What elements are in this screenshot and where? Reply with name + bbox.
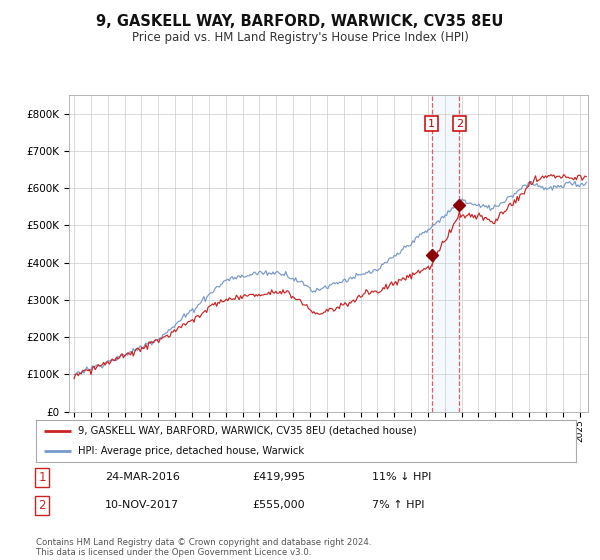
Text: 11% ↓ HPI: 11% ↓ HPI xyxy=(372,472,431,482)
Text: 9, GASKELL WAY, BARFORD, WARWICK, CV35 8EU (detached house): 9, GASKELL WAY, BARFORD, WARWICK, CV35 8… xyxy=(78,426,417,436)
Text: 9, GASKELL WAY, BARFORD, WARWICK, CV35 8EU: 9, GASKELL WAY, BARFORD, WARWICK, CV35 8… xyxy=(97,14,503,29)
Bar xyxy=(431,95,459,412)
Text: HPI: Average price, detached house, Warwick: HPI: Average price, detached house, Warw… xyxy=(78,446,304,456)
Text: 24-MAR-2016: 24-MAR-2016 xyxy=(105,472,180,482)
Text: 2: 2 xyxy=(455,119,463,129)
Text: 10-NOV-2017: 10-NOV-2017 xyxy=(105,500,179,510)
Text: 7% ↑ HPI: 7% ↑ HPI xyxy=(372,500,425,510)
Text: £419,995: £419,995 xyxy=(252,472,305,482)
Text: 1: 1 xyxy=(38,470,46,484)
Text: Price paid vs. HM Land Registry's House Price Index (HPI): Price paid vs. HM Land Registry's House … xyxy=(131,31,469,44)
Text: £555,000: £555,000 xyxy=(252,500,305,510)
Text: Contains HM Land Registry data © Crown copyright and database right 2024.
This d: Contains HM Land Registry data © Crown c… xyxy=(36,538,371,557)
Text: 1: 1 xyxy=(428,119,435,129)
Text: 2: 2 xyxy=(38,498,46,512)
